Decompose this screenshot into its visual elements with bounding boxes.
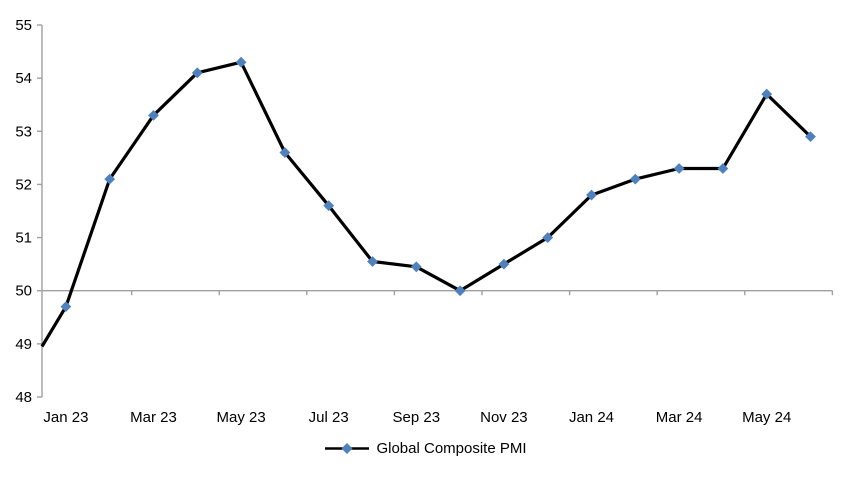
x-axis-tick-label: Jan 24 (569, 409, 614, 426)
y-axis-tick-label: 49 (15, 336, 32, 353)
x-axis-tick-label: May 23 (216, 409, 265, 426)
y-axis-tick-label: 51 (15, 230, 32, 247)
legend: Global Composite PMI (0, 440, 852, 457)
data-point-marker (367, 256, 378, 267)
x-axis-tick-label: Nov 23 (480, 409, 528, 426)
x-axis-tick-label: May 24 (742, 409, 791, 426)
legend-marker-icon (325, 443, 370, 454)
data-point-marker (542, 232, 554, 243)
y-axis-tick-label: 52 (15, 176, 32, 193)
y-axis-tick-label: 55 (15, 17, 32, 34)
y-axis-tick-label: 53 (15, 123, 32, 140)
data-point-marker (279, 147, 291, 158)
data-point-marker (761, 88, 773, 100)
data-point-marker (717, 163, 729, 174)
y-axis-tick-label: 54 (15, 70, 32, 87)
x-axis: Jan 23 Mar 23 May 23 Jul 23 Sep 23 Nov 23 Jan … (42, 290, 834, 426)
data-point-marker (629, 173, 641, 185)
data-point-marker (586, 189, 597, 201)
data-point-marker (235, 56, 247, 68)
y-axis: 48 49 50 51 52 53 54 55 (15, 17, 43, 406)
y-axis-tick-label: 50 (15, 283, 32, 300)
data-point-marker (148, 109, 159, 121)
data-point-marker (498, 258, 510, 270)
x-axis-tick-label: Mar 23 (130, 409, 177, 426)
x-axis-tick-label: Sep 23 (393, 409, 441, 426)
data-point-marker (410, 261, 422, 273)
data-point-marker (323, 200, 335, 212)
x-axis-tick-label: Jul 23 (309, 409, 349, 426)
data-point-marker (60, 301, 72, 313)
data-point-marker (191, 67, 203, 79)
series-global-composite-pmi (40, 56, 816, 348)
x-axis-tick-label: Jan 23 (43, 409, 88, 426)
data-point-marker (673, 163, 685, 174)
legend-label: Global Composite PMI (376, 440, 527, 457)
data-point-marker (104, 173, 116, 185)
data-point-marker (805, 131, 816, 142)
data-point-marker (454, 285, 466, 297)
x-axis-tick-label: Mar 24 (656, 409, 703, 426)
y-axis-tick-label: 48 (15, 389, 32, 406)
series-line (40, 60, 812, 348)
